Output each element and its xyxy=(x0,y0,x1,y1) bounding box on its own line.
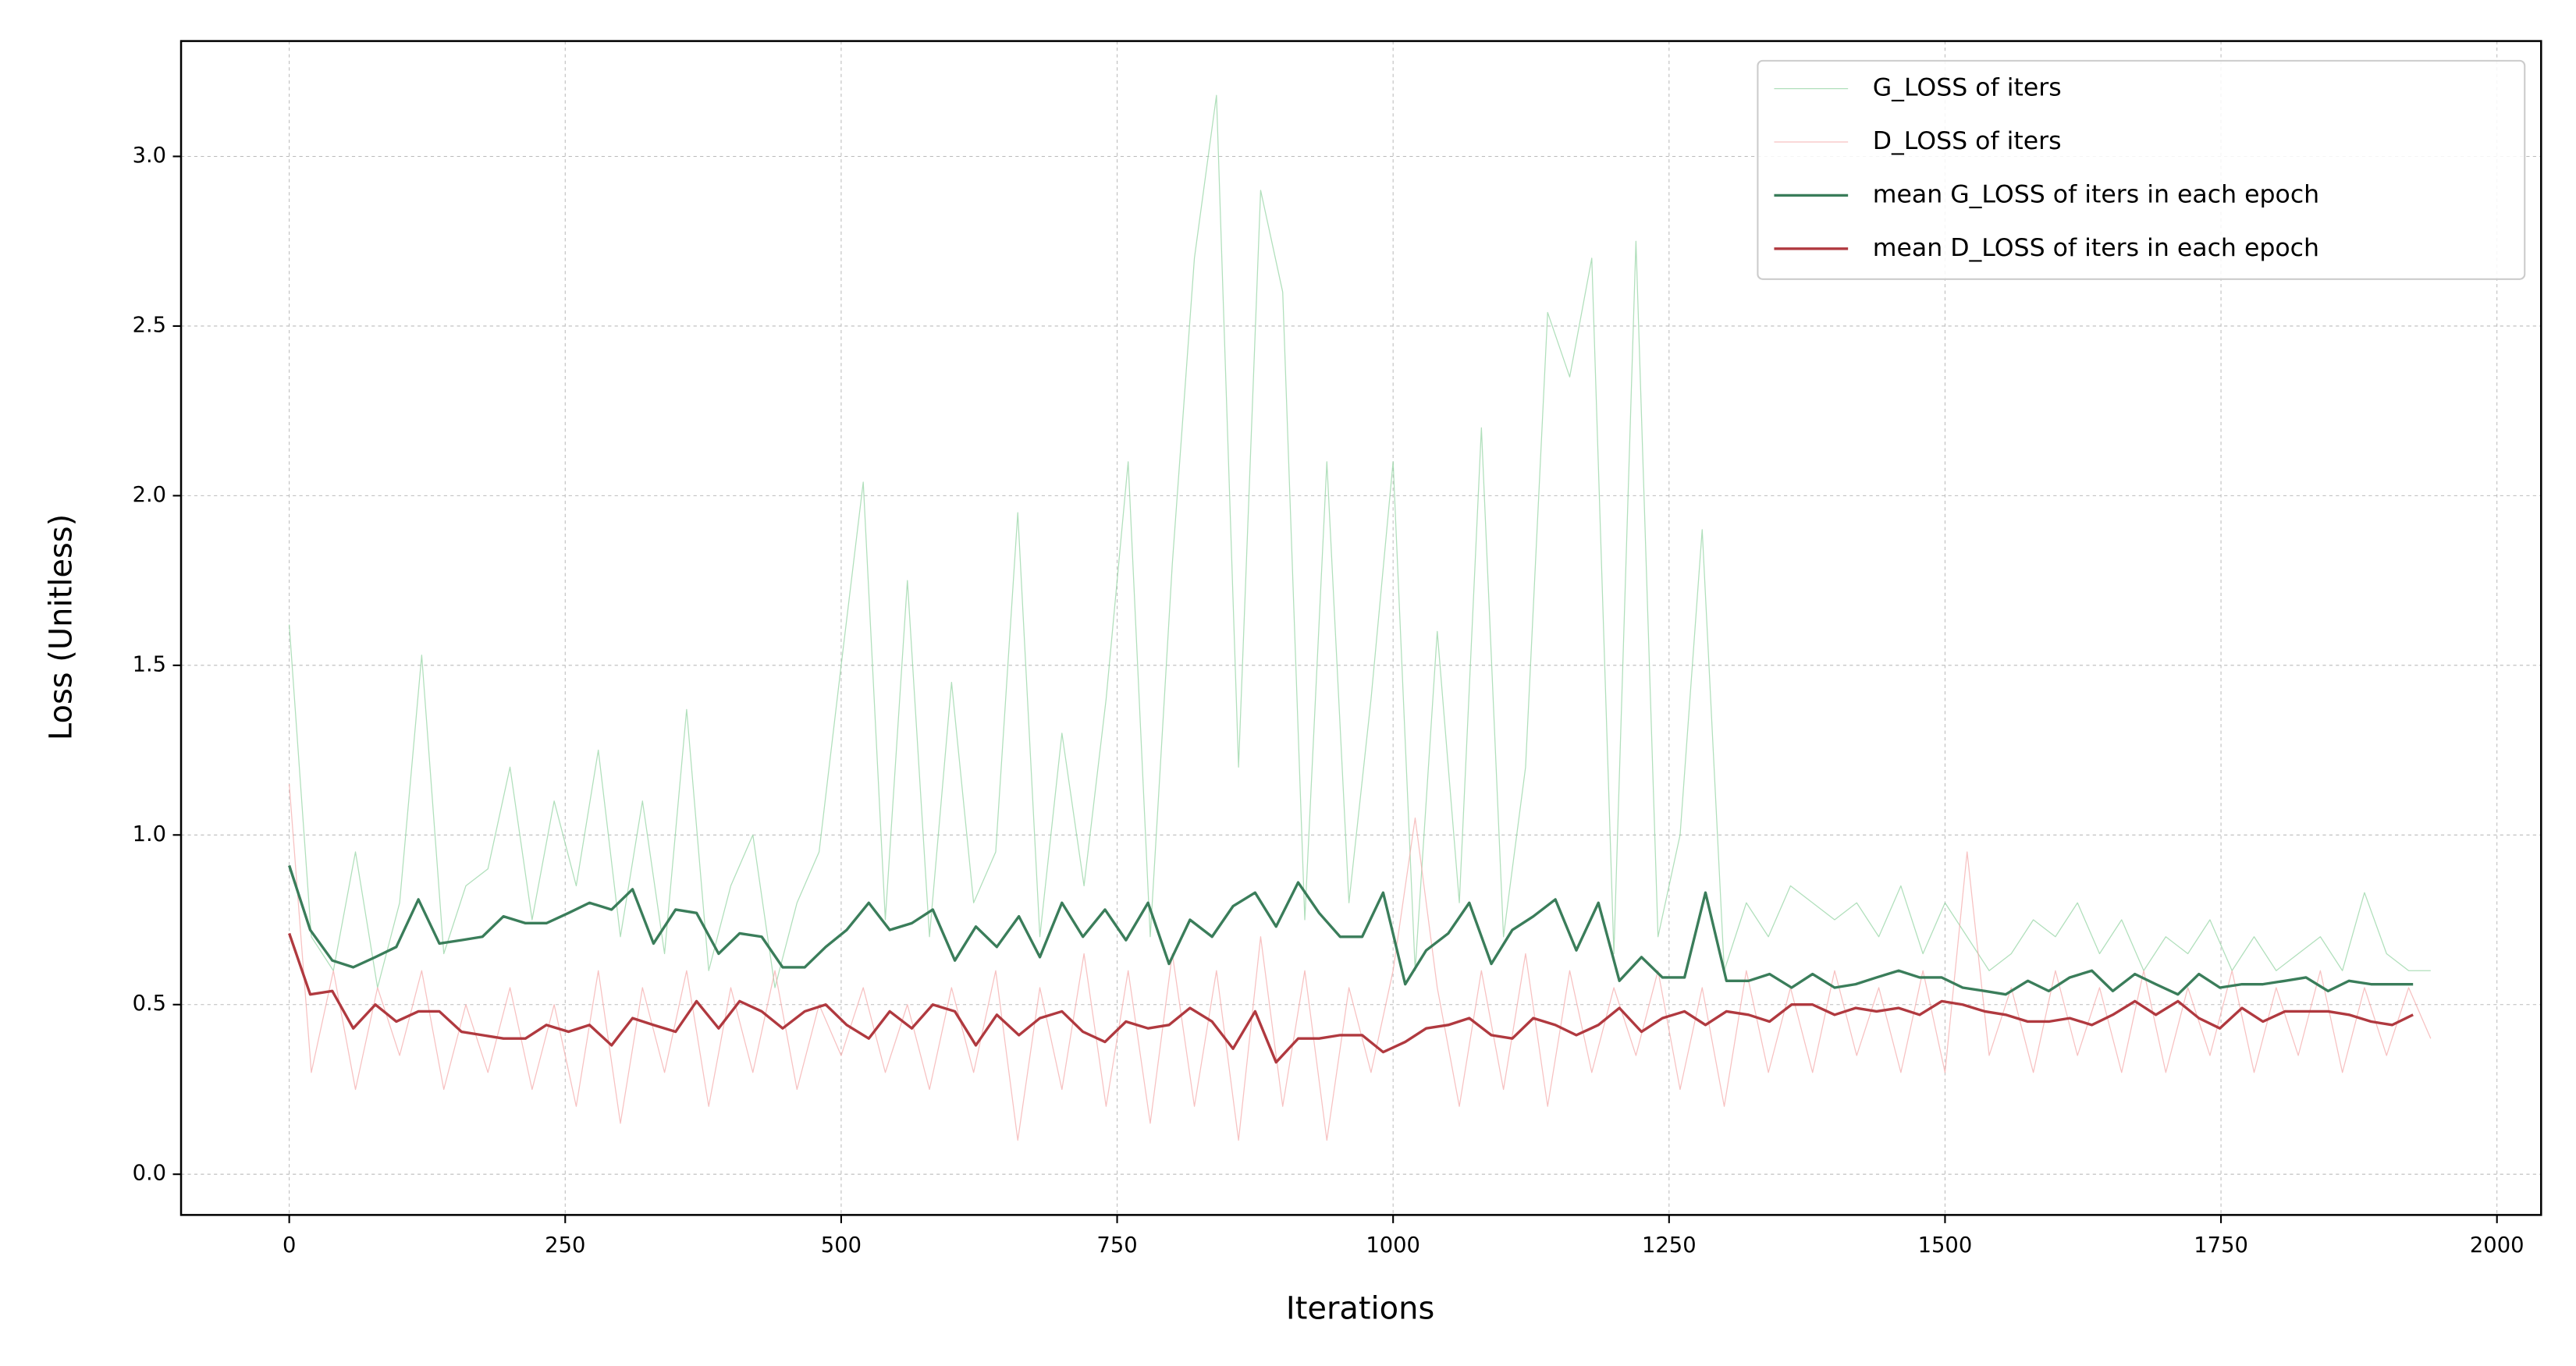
y-axis-label: Loss (Unitless) xyxy=(43,514,79,740)
legend-label: mean G_LOSS of iters in each epoch xyxy=(1873,180,2319,208)
x-tick-label: 750 xyxy=(1096,1233,1137,1258)
y-tick-label: 2.5 xyxy=(133,313,167,337)
legend-label: G_LOSS of iters xyxy=(1873,74,2062,102)
series-line xyxy=(288,864,2414,996)
series-line xyxy=(289,784,2432,1141)
y-tick-label: 2.0 xyxy=(133,483,167,507)
y-tick-label: 3.0 xyxy=(133,144,167,168)
plot-frame xyxy=(179,40,2542,1216)
legend: G_LOSS of iters D_LOSS of iters mean G_LOS… xyxy=(1757,59,2526,280)
x-tick-label: 2000 xyxy=(2470,1233,2524,1258)
x-tick-label: 500 xyxy=(821,1233,862,1258)
y-tick-label: 0.0 xyxy=(133,1162,167,1186)
x-tick-label: 1750 xyxy=(2194,1233,2248,1258)
y-tick-label: 1.0 xyxy=(133,822,167,846)
series-line xyxy=(288,932,2414,1064)
x-axis-label: Iterations xyxy=(1286,1290,1434,1326)
x-tick-label: 250 xyxy=(545,1233,585,1258)
y-tick-label: 0.5 xyxy=(133,992,167,1016)
x-tick-label: 1500 xyxy=(1918,1233,1973,1258)
legend-box xyxy=(1757,59,2526,280)
x-tick-label: 0 xyxy=(282,1233,296,1258)
x-tick-label: 1250 xyxy=(1642,1233,1697,1258)
y-tick-label: 1.5 xyxy=(133,652,167,676)
legend-label: mean D_LOSS of iters in each epoch xyxy=(1873,234,2319,262)
series-line xyxy=(289,94,2431,988)
x-tick-label: 1000 xyxy=(1366,1233,1420,1258)
legend-label: D_LOSS of iters xyxy=(1873,127,2062,155)
